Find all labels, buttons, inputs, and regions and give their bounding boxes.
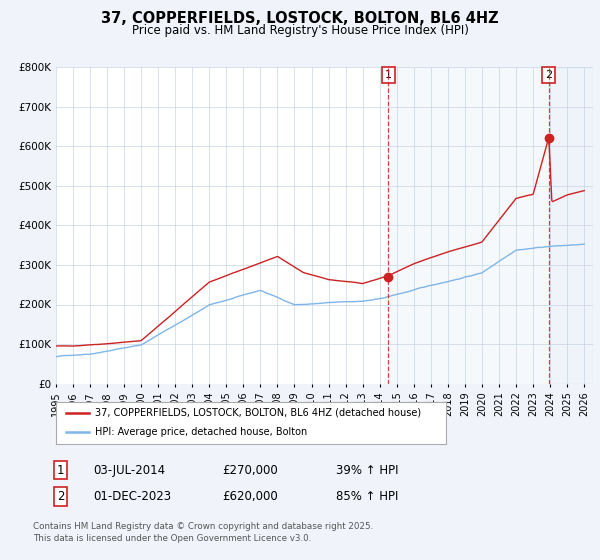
Text: Price paid vs. HM Land Registry's House Price Index (HPI): Price paid vs. HM Land Registry's House … xyxy=(131,24,469,36)
Text: 2: 2 xyxy=(545,70,553,80)
Text: 85% ↑ HPI: 85% ↑ HPI xyxy=(336,490,398,503)
Text: £620,000: £620,000 xyxy=(222,490,278,503)
Text: 37, COPPERFIELDS, LOSTOCK, BOLTON, BL6 4HZ: 37, COPPERFIELDS, LOSTOCK, BOLTON, BL6 4… xyxy=(101,11,499,26)
Text: 1: 1 xyxy=(57,464,65,477)
Text: 2: 2 xyxy=(57,490,65,503)
Text: Contains HM Land Registry data © Crown copyright and database right 2025.
This d: Contains HM Land Registry data © Crown c… xyxy=(33,522,373,543)
Text: 01-DEC-2023: 01-DEC-2023 xyxy=(93,490,171,503)
Bar xyxy=(388,67,593,384)
Text: 37, COPPERFIELDS, LOSTOCK, BOLTON, BL6 4HZ (detached house): 37, COPPERFIELDS, LOSTOCK, BOLTON, BL6 4… xyxy=(95,408,421,418)
Text: 39% ↑ HPI: 39% ↑ HPI xyxy=(336,464,398,477)
Text: HPI: Average price, detached house, Bolton: HPI: Average price, detached house, Bolt… xyxy=(95,427,307,437)
Bar xyxy=(549,67,593,384)
Text: £270,000: £270,000 xyxy=(222,464,278,477)
Text: 03-JUL-2014: 03-JUL-2014 xyxy=(93,464,165,477)
Text: 1: 1 xyxy=(385,70,392,80)
